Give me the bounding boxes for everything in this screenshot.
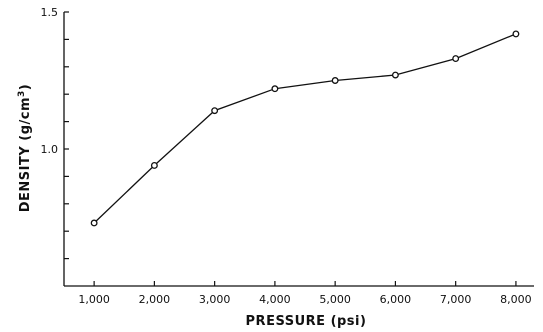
x-tick-label: 1,000 — [78, 293, 110, 306]
data-point — [452, 55, 460, 63]
data-point — [512, 30, 520, 38]
data-point — [331, 77, 339, 84]
x-tick-label: 6,000 — [380, 293, 412, 306]
y-axis-label: DENSITY (g/cm3) — [17, 84, 33, 213]
series-line — [93, 33, 517, 224]
data-point — [271, 85, 279, 93]
y-axis-label-main: DENSITY (g/cm — [18, 97, 33, 212]
data-point — [391, 71, 399, 79]
x-tick-label: 7,000 — [440, 293, 472, 306]
series-points — [90, 30, 520, 227]
y-tick-label: 1.5 — [41, 6, 59, 19]
data-point — [150, 161, 158, 169]
x-tick-label: 2,000 — [139, 293, 171, 306]
data-point — [90, 219, 98, 227]
data-point — [211, 107, 219, 115]
x-tick-label: 5,000 — [319, 293, 351, 306]
y-axis-label-tail: ) — [18, 84, 33, 90]
x-tick-label: 3,000 — [199, 293, 231, 306]
y-axis-label-sup: 3 — [17, 90, 27, 97]
y-tick-label: 1.0 — [41, 143, 59, 156]
x-tick-label: 4,000 — [259, 293, 291, 306]
y-ticks: 1.0 1.5 — [41, 6, 69, 260]
series-polyline — [93, 33, 517, 224]
x-axis-label: PRESSURE (psi) — [246, 314, 367, 329]
x-ticks: 1,000 2,000 3,000 4,000 5,000 6,000 7,000 8,000 — [78, 281, 532, 306]
x-tick-label: 8,000 — [500, 293, 532, 306]
